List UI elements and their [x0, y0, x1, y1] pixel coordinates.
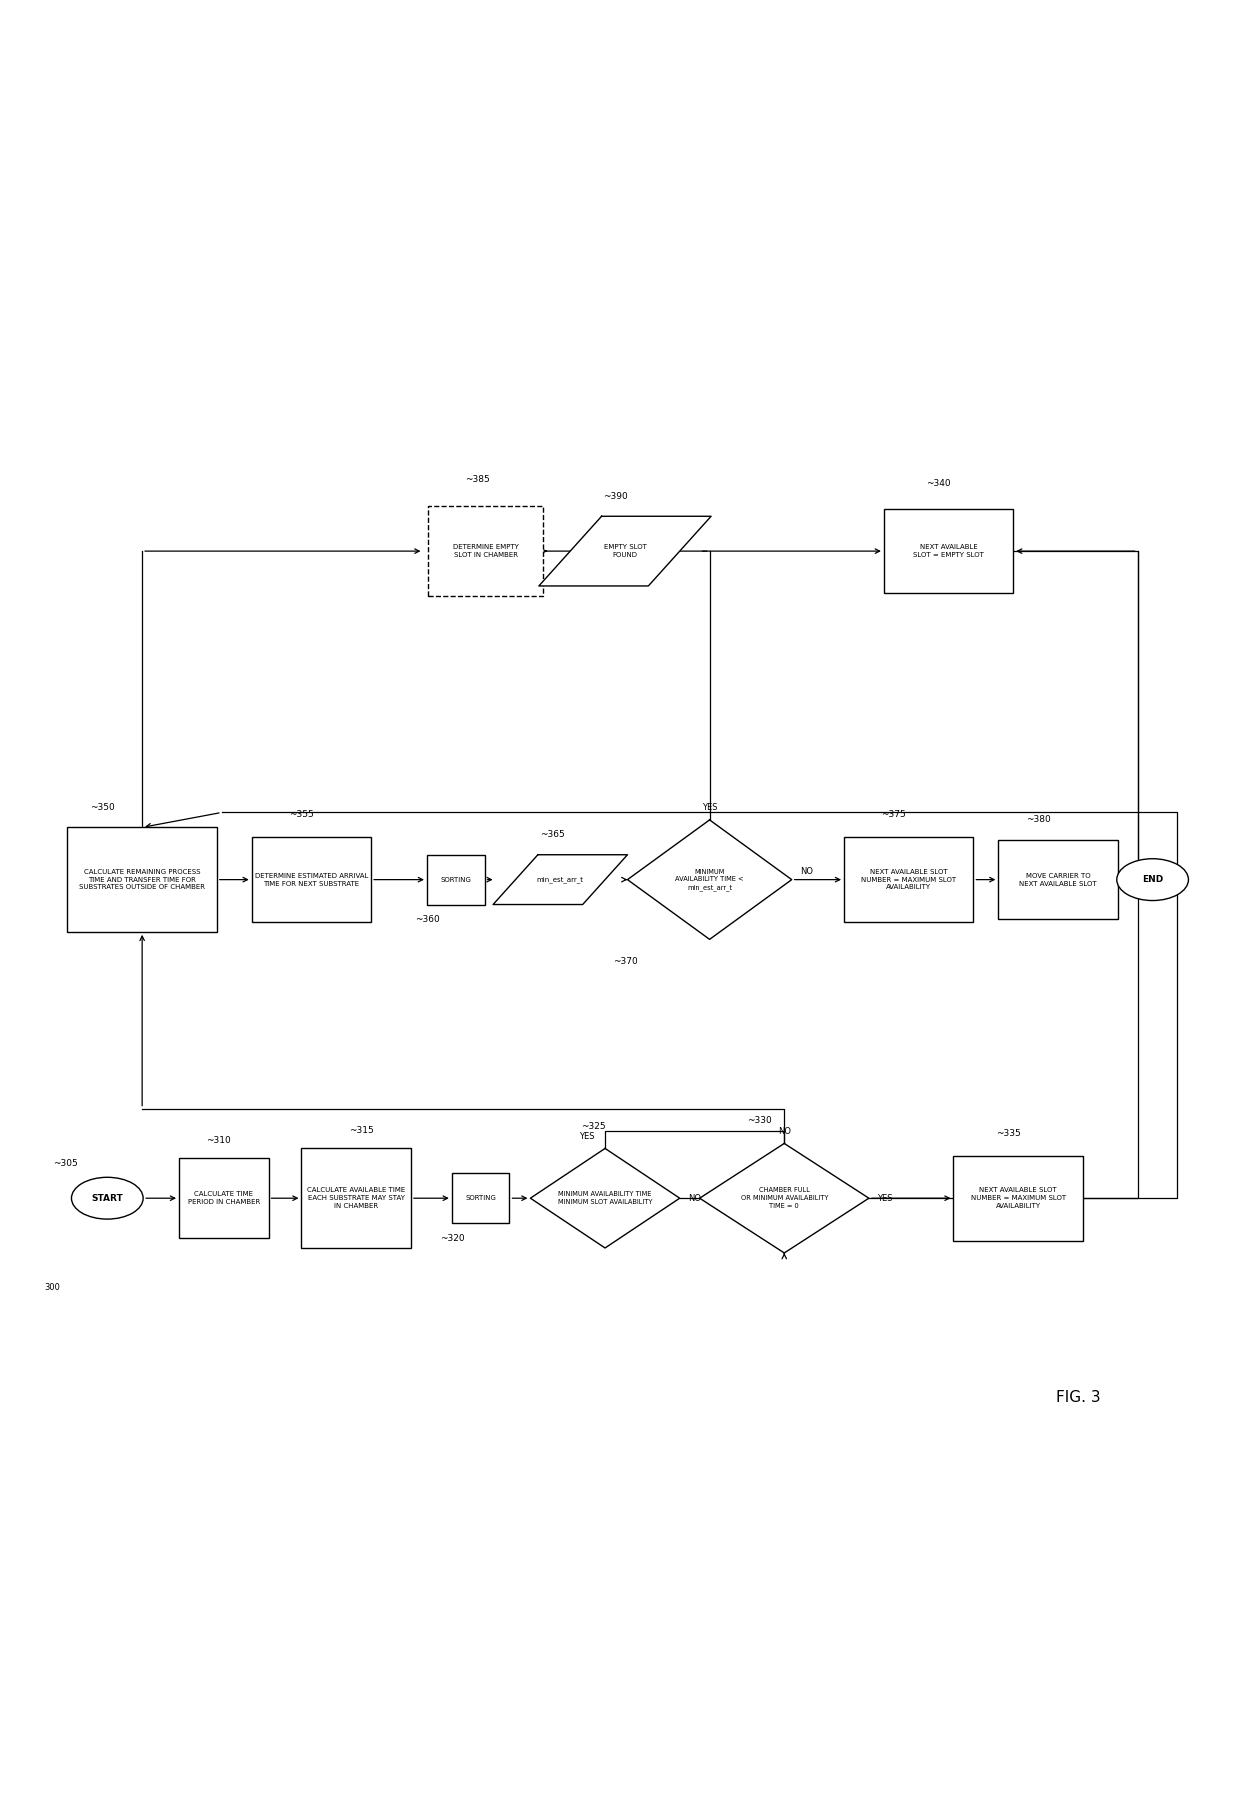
Text: MINIMUM
AVAILABILITY TIME <
min_est_arr_t: MINIMUM AVAILABILITY TIME < min_est_arr_…: [676, 868, 744, 891]
Text: min_est_arr_t: min_est_arr_t: [537, 877, 584, 882]
Text: NO: NO: [777, 1128, 791, 1137]
Text: MOVE CARRIER TO
NEXT AVAILABLE SLOT: MOVE CARRIER TO NEXT AVAILABLE SLOT: [1019, 873, 1097, 886]
Text: CALCULATE AVAILABLE TIME
EACH SUBSTRATE MAY STAY
IN CHAMBER: CALCULATE AVAILABLE TIME EACH SUBSTRATE …: [308, 1188, 405, 1210]
Text: SORTING: SORTING: [440, 877, 471, 882]
Text: NEXT AVAILABLE SLOT
NUMBER = MAXIMUM SLOT
AVAILABILITY: NEXT AVAILABLE SLOT NUMBER = MAXIMUM SLO…: [861, 869, 956, 889]
FancyBboxPatch shape: [998, 840, 1117, 919]
Text: CALCULATE TIME
PERIOD IN CHAMBER: CALCULATE TIME PERIOD IN CHAMBER: [187, 1191, 260, 1204]
Text: START: START: [92, 1193, 123, 1202]
Text: ~350: ~350: [91, 804, 115, 813]
Text: NO: NO: [800, 868, 812, 877]
Text: ~390: ~390: [603, 491, 627, 500]
FancyBboxPatch shape: [954, 1155, 1083, 1241]
Polygon shape: [494, 855, 627, 904]
Text: ~380: ~380: [1025, 815, 1050, 824]
FancyBboxPatch shape: [884, 509, 1013, 593]
Polygon shape: [627, 820, 791, 939]
Text: NEXT AVAILABLE SLOT
NUMBER = MAXIMUM SLOT
AVAILABILITY: NEXT AVAILABLE SLOT NUMBER = MAXIMUM SLO…: [971, 1188, 1065, 1210]
Text: ~355: ~355: [289, 811, 314, 819]
Text: ~370: ~370: [613, 957, 637, 966]
Text: CHAMBER FULL
OR MINIMUM AVAILABILITY
TIME = 0: CHAMBER FULL OR MINIMUM AVAILABILITY TIM…: [740, 1188, 828, 1210]
Text: FIG. 3: FIG. 3: [1055, 1390, 1100, 1404]
FancyBboxPatch shape: [67, 828, 217, 931]
Text: EMPTY SLOT
FOUND: EMPTY SLOT FOUND: [604, 544, 646, 558]
Text: DETERMINE ESTIMATED ARRIVAL
TIME FOR NEXT SUBSTRATE: DETERMINE ESTIMATED ARRIVAL TIME FOR NEX…: [254, 873, 368, 886]
Text: ~360: ~360: [415, 915, 440, 924]
FancyBboxPatch shape: [451, 1173, 510, 1222]
Text: YES: YES: [579, 1131, 595, 1141]
Text: NO: NO: [688, 1193, 701, 1202]
Text: YES: YES: [702, 804, 718, 813]
FancyBboxPatch shape: [844, 837, 973, 922]
FancyBboxPatch shape: [179, 1159, 269, 1239]
Text: ~340: ~340: [926, 478, 951, 487]
Text: SORTING: SORTING: [465, 1195, 496, 1201]
Polygon shape: [531, 1148, 680, 1248]
Ellipse shape: [72, 1177, 143, 1219]
Text: ~330: ~330: [746, 1117, 771, 1124]
FancyBboxPatch shape: [301, 1148, 410, 1248]
Text: YES: YES: [877, 1193, 893, 1202]
Text: ~335: ~335: [996, 1130, 1021, 1139]
Text: ~320: ~320: [440, 1233, 465, 1242]
Text: CALCULATE REMAINING PROCESS
TIME AND TRANSFER TIME FOR
SUBSTRATES OUTSIDE OF CHA: CALCULATE REMAINING PROCESS TIME AND TRA…: [79, 869, 205, 889]
Text: END: END: [1142, 875, 1163, 884]
Text: ~365: ~365: [539, 829, 564, 839]
Text: 300: 300: [45, 1282, 61, 1291]
Text: ~385: ~385: [465, 475, 490, 484]
Text: NEXT AVAILABLE
SLOT = EMPTY SLOT: NEXT AVAILABLE SLOT = EMPTY SLOT: [913, 544, 985, 558]
Polygon shape: [539, 517, 711, 586]
Text: ~325: ~325: [580, 1122, 605, 1131]
FancyBboxPatch shape: [427, 855, 485, 904]
FancyBboxPatch shape: [428, 506, 543, 597]
Text: DETERMINE EMPTY
SLOT IN CHAMBER: DETERMINE EMPTY SLOT IN CHAMBER: [453, 544, 518, 558]
FancyBboxPatch shape: [252, 837, 371, 922]
Ellipse shape: [1117, 859, 1188, 900]
Text: ~310: ~310: [206, 1135, 231, 1144]
Text: MINIMUM AVAILABILITY TIME
MINIMUM SLOT AVAILABILITY: MINIMUM AVAILABILITY TIME MINIMUM SLOT A…: [558, 1191, 652, 1204]
Text: ~305: ~305: [53, 1159, 78, 1168]
Polygon shape: [699, 1144, 869, 1253]
Text: ~375: ~375: [882, 811, 906, 819]
Text: ~315: ~315: [348, 1126, 373, 1135]
